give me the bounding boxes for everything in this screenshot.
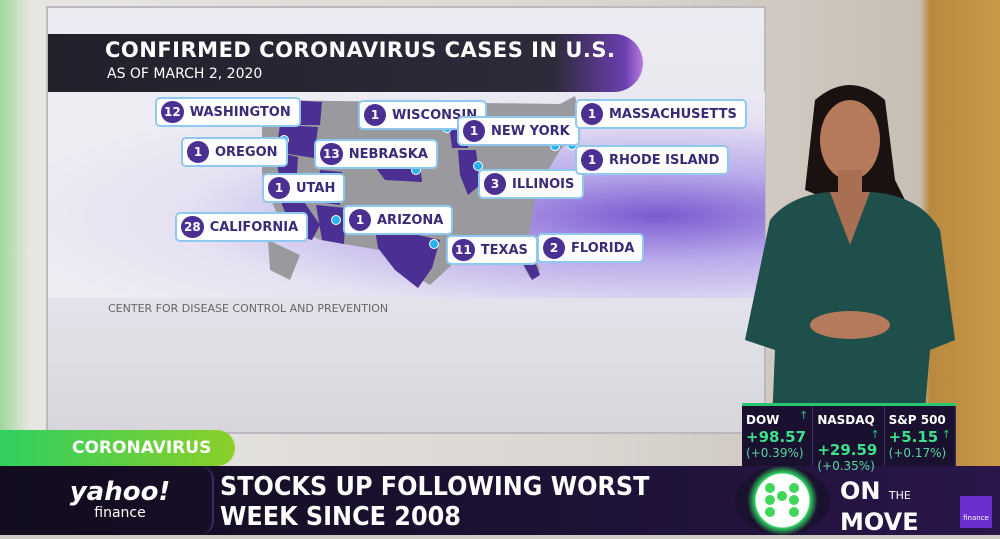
case-count: 3 xyxy=(484,173,506,195)
state-label: 2 FLORIDA xyxy=(537,233,645,263)
case-count: 11 xyxy=(452,239,475,261)
ticker-name: S&P 500 xyxy=(888,413,946,427)
ticker-change: +98.57 xyxy=(746,428,807,446)
state-name: NEW YORK xyxy=(491,123,570,139)
ticker-percent: (+0.39%) xyxy=(746,446,804,460)
map-subtitle: AS OF MARCH 2, 2020 xyxy=(107,66,263,82)
state-name: ILLINOIS xyxy=(512,176,575,192)
logo-sub: finance xyxy=(94,505,146,521)
case-count: 1 xyxy=(463,120,485,142)
state-name: ARIZONA xyxy=(377,212,444,228)
state-name: CALIFORNIA xyxy=(209,219,299,235)
case-count: 1 xyxy=(349,209,371,231)
state-name: OREGON xyxy=(215,144,278,160)
case-count: 1 xyxy=(187,141,209,163)
map-source: CENTER FOR DISEASE CONTROL AND PREVENTIO… xyxy=(108,302,389,315)
ticker-name: DOW xyxy=(746,413,780,427)
show-the: THE xyxy=(888,489,911,502)
ticker-percent: (+0.17%) xyxy=(888,446,947,460)
marker-arizona xyxy=(331,215,341,225)
state-label: 13 NEBRASKA xyxy=(314,139,438,169)
ticker-dow: DOW ↑ +98.57 (+0.39%) xyxy=(742,406,814,466)
state-label: 1 NEW YORK xyxy=(457,116,580,146)
ticker-change: +5.15 xyxy=(888,428,939,446)
state-name: TEXAS xyxy=(480,242,528,258)
topic-tag: CORONAVIRUS xyxy=(0,430,235,466)
on-the-move-logo-icon xyxy=(735,466,830,535)
lower-third-bar xyxy=(0,466,1000,535)
logo-brand: yahoo! xyxy=(69,477,171,507)
lower-third-divider xyxy=(200,466,214,535)
state-label: 1 OREGON xyxy=(181,137,288,167)
state-label: 1 ARIZONA xyxy=(343,205,454,235)
state-name: MASSACHUSETTS xyxy=(609,106,737,122)
case-count: 12 xyxy=(161,101,184,123)
ticker-nasdaq: NASDAQ ↑ +29.59 (+0.35%) xyxy=(813,406,885,473)
state-name: FLORIDA xyxy=(571,240,635,256)
ticker-name: NASDAQ xyxy=(817,413,875,427)
state-name: WISCONSIN xyxy=(392,107,478,123)
case-count: 1 xyxy=(364,104,386,126)
title-banner xyxy=(48,34,643,92)
headline-line-1: STOCKS UP FOLLOWING WORST xyxy=(220,472,650,502)
headline-line-2: WEEK SINCE 2008 xyxy=(220,502,461,532)
case-count: 1 xyxy=(581,103,603,125)
presenter xyxy=(745,85,955,470)
yahoo-finance-badge: finance xyxy=(960,496,992,528)
state-label: 12 WASHINGTON xyxy=(155,97,301,127)
state-label: 1 UTAH xyxy=(262,173,346,203)
yahoo-finance-logo: yahoo! finance xyxy=(60,478,180,520)
ticker-change: +29.59 xyxy=(817,441,878,459)
state-label: 1 MASSACHUSETTS xyxy=(575,99,747,129)
case-count: 28 xyxy=(181,216,204,238)
state-name: RHODE ISLAND xyxy=(609,152,720,168)
arrow-up-icon: ↑ xyxy=(941,428,951,441)
market-tickers: DOW ↑ +98.57 (+0.39%) NASDAQ ↑ +29.59 (+0.35%)… xyxy=(742,403,956,473)
show-on: ON xyxy=(840,477,881,505)
state-label: 28 CALIFORNIA xyxy=(175,212,309,242)
show-title: ON THE MOVE xyxy=(840,478,919,535)
state-name: UTAH xyxy=(296,180,336,196)
marker-texas xyxy=(429,239,439,249)
state-label: 11 TEXAS xyxy=(446,235,538,265)
arrow-up-icon: ↑ xyxy=(870,428,880,441)
case-count: 1 xyxy=(268,177,290,199)
headline: STOCKS UP FOLLOWING WORST WEEK SINCE 200… xyxy=(220,472,649,532)
show-move: MOVE xyxy=(840,508,919,536)
case-count: 2 xyxy=(543,237,565,259)
state-label: 3 ILLINOIS xyxy=(478,169,585,199)
ticker-percent: (+0.35%) xyxy=(817,459,875,473)
map-title: CONFIRMED CORONAVIRUS CASES IN U.S. xyxy=(105,38,616,62)
state-name: NEBRASKA xyxy=(348,146,428,162)
state-arizona xyxy=(316,205,346,244)
state-label: 1 RHODE ISLAND xyxy=(575,145,730,175)
arrow-up-icon: ↑ xyxy=(799,409,809,422)
state-name: WASHINGTON xyxy=(189,104,291,120)
case-count: 13 xyxy=(320,143,343,165)
case-count: 1 xyxy=(581,149,603,171)
ticker-sp500: S&P 500 ↑ +5.15 (+0.17%) xyxy=(885,406,956,466)
